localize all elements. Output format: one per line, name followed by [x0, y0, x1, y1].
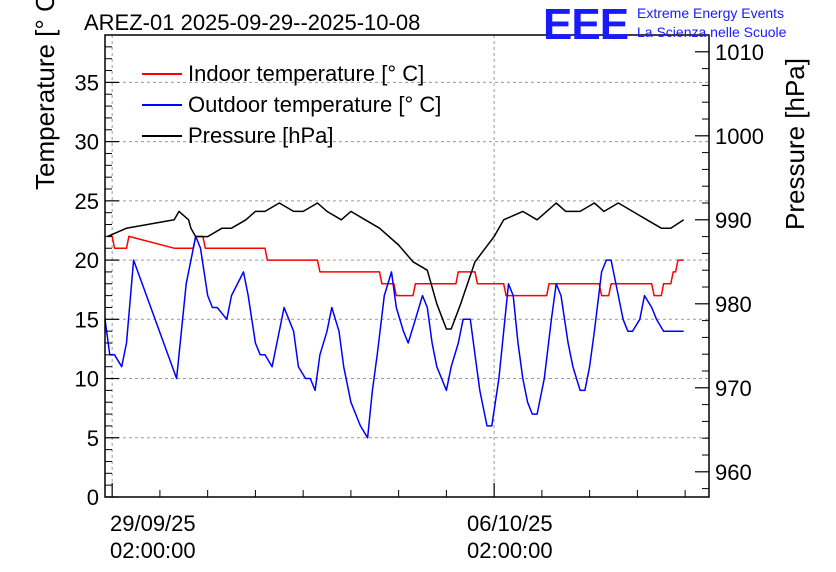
x-tick-label-1: 29/09/25 02:00:00: [110, 510, 196, 564]
legend: Indoor temperature [° C] Outdoor tempera…: [142, 58, 441, 151]
left-tick-label-5: 25: [75, 189, 99, 214]
right-tick-label-3: 990: [715, 208, 752, 233]
left-tick-label-3: 15: [75, 307, 99, 332]
left-tick-label-4: 20: [75, 248, 99, 273]
chart-title: AREZ-01 2025-09-29--2025-10-08: [84, 10, 421, 35]
right-tick-label-5: 1010: [715, 40, 764, 65]
left-tick-label-0: 0: [87, 485, 99, 510]
series-layer: [104, 202, 685, 439]
right-tick-label-1: 970: [715, 376, 752, 401]
logo-line-1: Extreme Energy Events: [637, 5, 785, 21]
right-tick-label-4: 1000: [715, 124, 764, 149]
y-axis-right-label: Pressure [hPa]: [780, 58, 810, 230]
y-axis-left-label: Temperature [° C]: [30, 0, 60, 190]
eee-logo: EEE: [543, 0, 629, 49]
right-tick-label-2: 980: [715, 292, 752, 317]
x-tick-label-2-time: 02:00:00: [467, 538, 553, 563]
axis-ticks: 0 5 10 15 20 25 30 35 960 970 980 990 1000 1010: [75, 34, 764, 510]
left-tick-label-1: 5: [87, 426, 99, 451]
left-tick-label-6: 30: [75, 130, 99, 155]
left-tick-label-2: 10: [75, 367, 99, 392]
legend-item-indoor: Indoor temperature [° C]: [142, 58, 441, 89]
legend-swatch-indoor: [142, 72, 182, 75]
legend-label-indoor: Indoor temperature [° C]: [188, 60, 425, 86]
x-tick-label-2: 06/10/25 02:00:00: [467, 510, 553, 564]
grid-lines: [105, 35, 709, 497]
logo-line-2: La Scienza nelle Scuole: [637, 24, 787, 40]
right-tick-label-0: 960: [715, 460, 752, 485]
legend-swatch-pressure: [142, 134, 182, 137]
series-line-2: [107, 202, 685, 330]
legend-swatch-outdoor: [142, 103, 182, 106]
series-line-1: [104, 235, 684, 439]
legend-item-outdoor: Outdoor temperature [° C]: [142, 89, 441, 120]
legend-label-pressure: Pressure [hPa]: [188, 122, 334, 148]
x-tick-label-2-date: 06/10/25: [467, 511, 553, 536]
legend-item-pressure: Pressure [hPa]: [142, 120, 441, 151]
eee-logo-caption: Extreme Energy Events La Scienza nelle S…: [637, 4, 786, 42]
plot-frame: [104, 34, 710, 498]
x-tick-label-1-time: 02:00:00: [110, 538, 196, 563]
x-tick-label-1-date: 29/09/25: [110, 511, 196, 536]
left-tick-label-7: 35: [75, 70, 99, 95]
legend-label-outdoor: Outdoor temperature [° C]: [188, 91, 442, 117]
